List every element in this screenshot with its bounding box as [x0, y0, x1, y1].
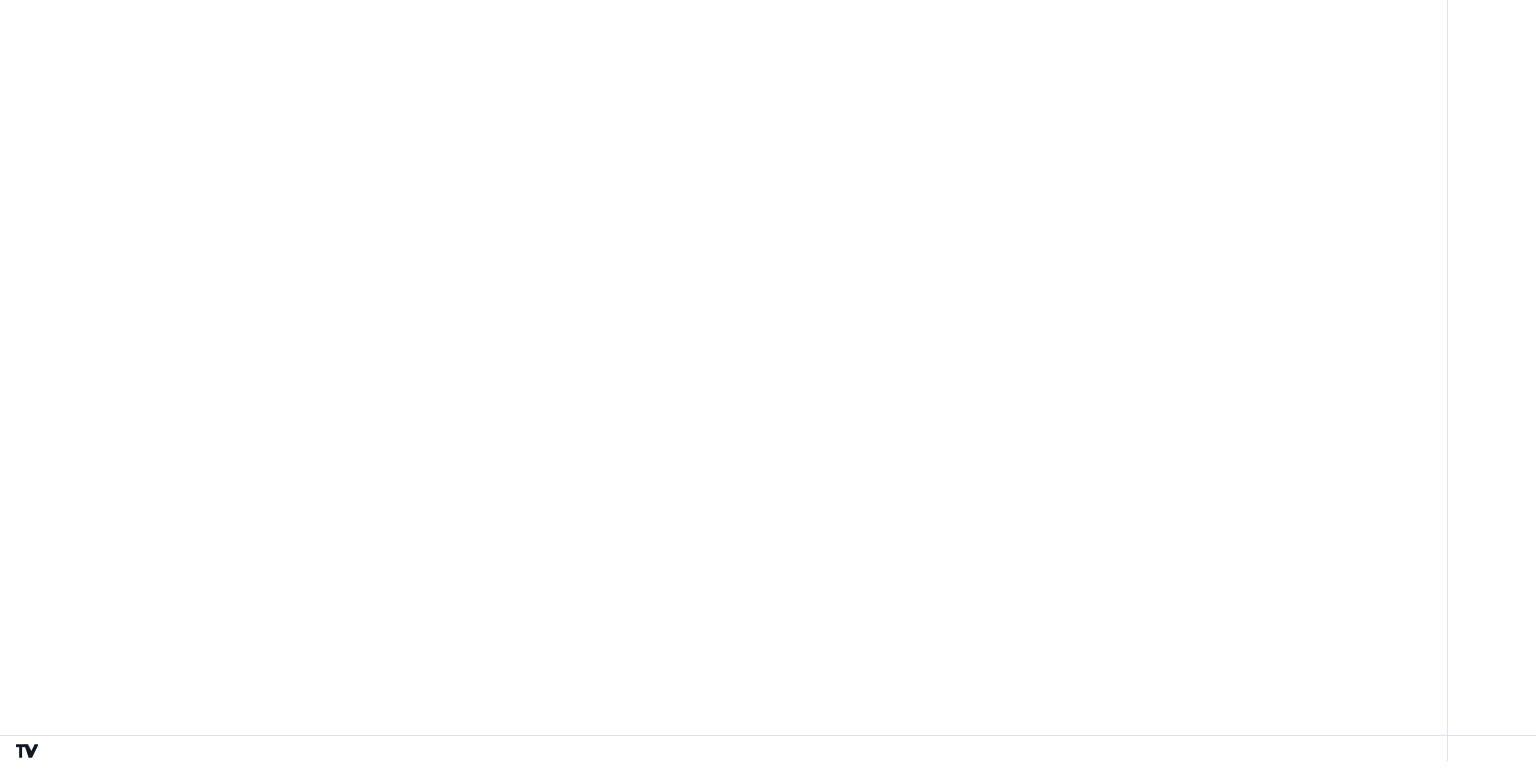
chart-plot-area[interactable]: [0, 0, 1447, 735]
tradingview-logo[interactable]: [16, 744, 45, 763]
price-scale[interactable]: [1447, 0, 1536, 735]
time-scale[interactable]: [0, 735, 1447, 761]
chart-svg: [0, 0, 1447, 735]
axis-corner: [1447, 735, 1536, 761]
chart-footer: [0, 744, 1536, 776]
tradingview-mark-icon: [16, 744, 39, 763]
